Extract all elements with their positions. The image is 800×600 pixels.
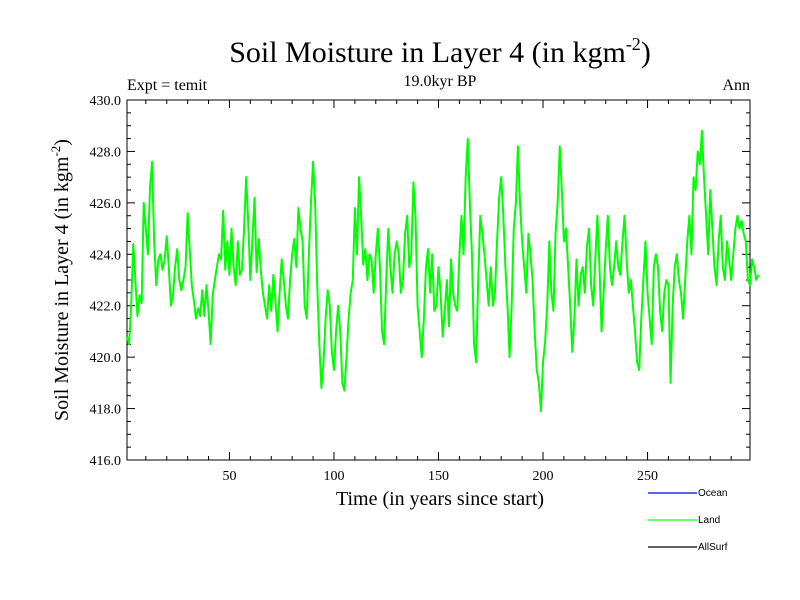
y-axis-label-close: ) <box>51 139 73 146</box>
y-tick-label: 430.0 <box>90 94 122 109</box>
title-main: Soil Moisture in Layer 4 (in kgm <box>229 36 626 69</box>
period-label: 19.0kyr BP <box>404 73 477 90</box>
series-line-land <box>126 129 760 413</box>
title-superscript: -2 <box>626 34 641 54</box>
y-tick-label: 424.0 <box>90 248 122 263</box>
expt-label: Expt = temit <box>127 77 208 94</box>
y-tick-label: 426.0 <box>90 197 122 212</box>
y-axis-label-main: Soil Moisture in Layer 4 (in kgm <box>51 156 73 421</box>
legend-label-ocean: Ocean <box>698 488 727 499</box>
y-tick-label: 416.0 <box>90 454 122 469</box>
x-axis-label: Time (in years since start) <box>336 488 544 510</box>
x-axis: 50 100 150 200 250 <box>145 100 732 484</box>
y-tick-label: 420.0 <box>90 351 122 366</box>
x-tick-label: 200 <box>533 469 554 484</box>
y-axis-label: Soil Moisture in Layer 4 (in kgm-2) <box>48 139 73 421</box>
x-tick-label: 50 <box>222 469 236 484</box>
x-tick-label: 100 <box>323 469 344 484</box>
title-close: ) <box>641 36 651 69</box>
y-tick-label: 428.0 <box>90 145 122 160</box>
legend: Ocean Land AllSurf <box>648 488 728 553</box>
x-tick-label: 250 <box>637 469 658 484</box>
y-axis-label-superscript: -2 <box>48 146 63 157</box>
season-label: Ann <box>722 77 750 94</box>
legend-label-allsurf: AllSurf <box>698 542 728 553</box>
legend-label-land: Land <box>698 515 720 526</box>
x-tick-label: 150 <box>428 469 449 484</box>
y-tick-label: 418.0 <box>90 403 122 418</box>
chart-title: Soil Moisture in Layer 4 (in kgm-2) <box>229 34 651 69</box>
y-tick-label: 422.0 <box>90 300 122 315</box>
